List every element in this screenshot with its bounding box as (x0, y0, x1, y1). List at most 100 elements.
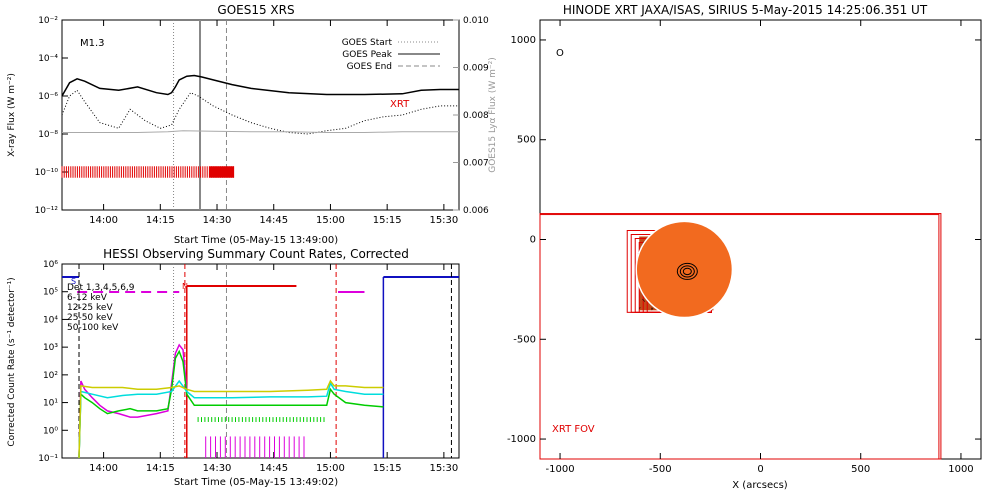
x-tick-label: 15:30 (429, 463, 458, 474)
hessi-ylabel: Corrected Count Rate (s⁻¹ detector⁻¹) (7, 277, 17, 446)
x-tick-label: 14:45 (259, 215, 288, 226)
goes-panel: GOES15 XRS 14:00 14:15 14:30 14:45 15:00 15:1… (7, 3, 498, 246)
x-tick-label: 15:00 (316, 463, 345, 474)
fov-rect (539, 213, 942, 460)
hessi-series-group (78, 343, 384, 459)
goes-title: GOES15 XRS (217, 3, 294, 17)
x-tick-label: 14:00 (89, 463, 118, 474)
brightness-contour (676, 262, 698, 280)
x-tick-label: 0 (757, 464, 763, 475)
y-tick-label: 10² (43, 371, 58, 381)
x-tick-label: 15:15 (373, 463, 402, 474)
x-tick-label: 15:15 (373, 215, 402, 226)
xrt-label: XRT (390, 99, 410, 110)
y-tick-label: 10³ (43, 343, 58, 353)
image-texture (651, 307, 654, 311)
goes-y2-axis: 0.006 0.007 0.008 0.009 0.010 (453, 16, 489, 216)
x-tick-label: -500 (649, 464, 672, 475)
goes-series-group (61, 74, 459, 135)
hessi-panel: HESSI Observing Summary Count Rates, Cor… (7, 247, 460, 488)
y-tick-label: 10⁻⁶ (38, 92, 58, 102)
y2-tick-label: 0.008 (463, 111, 489, 121)
y-tick-label: 10¹ (43, 399, 58, 409)
hessi-y-axis: 10⁻¹ 10⁰ 10¹ 10² 10³ 10⁴ 10⁵ 10⁶ (38, 260, 68, 464)
goes-x-axis: 14:00 14:15 14:30 14:45 15:00 15:15 15:30 (89, 20, 458, 226)
image-texture (642, 298, 646, 302)
hessi-legend-label: Det 1,3,4,5,6,9 (67, 283, 135, 293)
xrt-title: HINODE XRT JAXA/ISAS, SIRIUS 5-May-2015 … (563, 3, 928, 17)
y-tick-label: 0 (530, 235, 536, 246)
y-tick-label: 500 (517, 135, 536, 146)
goes-xlabel: Start Time (05-May-15 13:49:00) (174, 235, 338, 246)
y2-tick-label: 0.010 (463, 16, 489, 26)
y-tick-label: 1000 (511, 35, 536, 46)
y2-tick-label: 0.007 (463, 159, 489, 169)
x-tick-label: -1000 (546, 464, 575, 475)
hessi-series-line (78, 379, 384, 459)
x-tick-label: 14:30 (203, 463, 232, 474)
y-tick-label: 10⁻² (38, 16, 58, 26)
y2-tick-label: 0.006 (463, 206, 489, 216)
hessi-plot-frame (61, 263, 460, 459)
goes-series-line (62, 130, 459, 133)
xrt-xlabel: X (arcsecs) (732, 480, 788, 491)
hessi-time-markers (78, 264, 452, 458)
hessi-x-axis: 14:00 14:15 14:30 14:45 15:00 15:15 15:30 (89, 264, 458, 474)
goes-time-markers (173, 20, 227, 210)
goes-xrt-observation-ticks (61, 166, 235, 178)
goes-plot-frame (61, 19, 460, 211)
y-tick-label: 10⁴ (43, 315, 58, 325)
xrt-fov-label: XRT FOV (552, 424, 595, 435)
hessi-flag-n: N (182, 282, 188, 291)
xrt-fov-box (539, 213, 942, 460)
hessi-title: HESSI Observing Summary Count Rates, Cor… (103, 247, 409, 261)
y-tick-label: 10⁻⁸ (38, 130, 58, 140)
image-texture (639, 307, 641, 309)
goes-y2label: GOES15 Lyα Flux (W m⁻²) (488, 57, 498, 173)
xrt-y-axis: -1000 -500 0 500 1000 (507, 35, 981, 445)
x-tick-label: 14:45 (259, 463, 288, 474)
goes-ylabel: X-ray Flux (W m⁻²) (7, 73, 17, 157)
x-tick-label: 15:00 (316, 215, 345, 226)
y-tick-label: 10⁶ (43, 260, 58, 270)
x-tick-label: 14:15 (146, 215, 175, 226)
hessi-xlabel: Start Time (05-May-15 13:49:02) (174, 477, 338, 488)
hessi-legend-label: 25-50 keV (67, 313, 113, 323)
xrt-plot-frame (539, 19, 982, 460)
y-tick-label: 10⁻¹ (38, 454, 58, 464)
x-tick-label: 14:00 (89, 215, 118, 226)
hessi-legend-label: 50-100 keV (67, 323, 119, 333)
hessi-series-line (78, 379, 384, 459)
fov-rect (539, 214, 940, 460)
xrt-obs-block (209, 166, 235, 178)
goes-legend-label: GOES Peak (342, 50, 392, 60)
brightness-contour (682, 267, 692, 276)
hessi-state-bars (62, 276, 459, 458)
hessi-flag-s: S (71, 277, 76, 286)
xrt-solar-image (626, 220, 734, 319)
goes-series-line (61, 89, 459, 135)
goes-y-axis: 10⁻¹² 10⁻¹⁰ 10⁻⁸ 10⁻⁶ 10⁻⁴ 10⁻² (35, 16, 68, 216)
xrt-panel: HINODE XRT JAXA/ISAS, SIRIUS 5-May-2015 … (507, 3, 982, 491)
y-tick-label: 10⁻⁴ (38, 54, 58, 64)
brightness-contour (679, 265, 695, 278)
goes-legend-label: GOES End (347, 62, 392, 72)
y2-tick-label: 0.009 (463, 64, 489, 74)
hessi-series-line (78, 343, 188, 459)
x-tick-label: 500 (851, 464, 870, 475)
x-tick-label: 15:30 (429, 215, 458, 226)
y-tick-label: -500 (513, 334, 536, 345)
flare-class-label: M1.3 (80, 38, 105, 49)
x-tick-label: 1000 (948, 464, 973, 475)
x-tick-label: 14:30 (203, 215, 232, 226)
hessi-legend-label: 12-25 keV (67, 303, 113, 313)
y-tick-label: 10⁻¹⁰ (35, 168, 59, 178)
hessi-series-line (78, 349, 384, 459)
y-tick-label: 10⁵ (43, 288, 58, 298)
goes-series-line (61, 74, 459, 97)
xrt-x-axis: -1000 -500 0 500 1000 (546, 20, 974, 475)
goes-legend: GOES Start GOES Peak GOES End (342, 38, 440, 72)
y-tick-label: -1000 (507, 434, 536, 445)
